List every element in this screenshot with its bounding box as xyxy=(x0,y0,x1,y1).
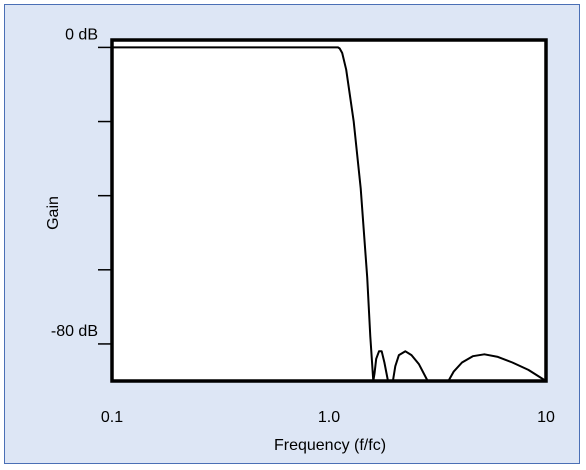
y-tick-label: -80 dB xyxy=(51,323,98,340)
axis-ticks xyxy=(98,46,112,345)
x-tick-labels: 0.1 1.0 10 xyxy=(101,409,555,426)
x-tick-label: 0.1 xyxy=(101,409,123,426)
y-axis-label: Gain xyxy=(45,196,62,230)
x-tick-label: 10 xyxy=(537,409,555,426)
gain-curve xyxy=(112,46,547,382)
x-tick-label: 1.0 xyxy=(318,409,340,426)
plot-area xyxy=(110,38,548,383)
y-tick-label: 0 dB xyxy=(65,26,98,43)
y-tick-labels: 0 dB -80 dB xyxy=(51,26,98,340)
x-axis-label: Frequency (f/fc) xyxy=(274,437,386,454)
